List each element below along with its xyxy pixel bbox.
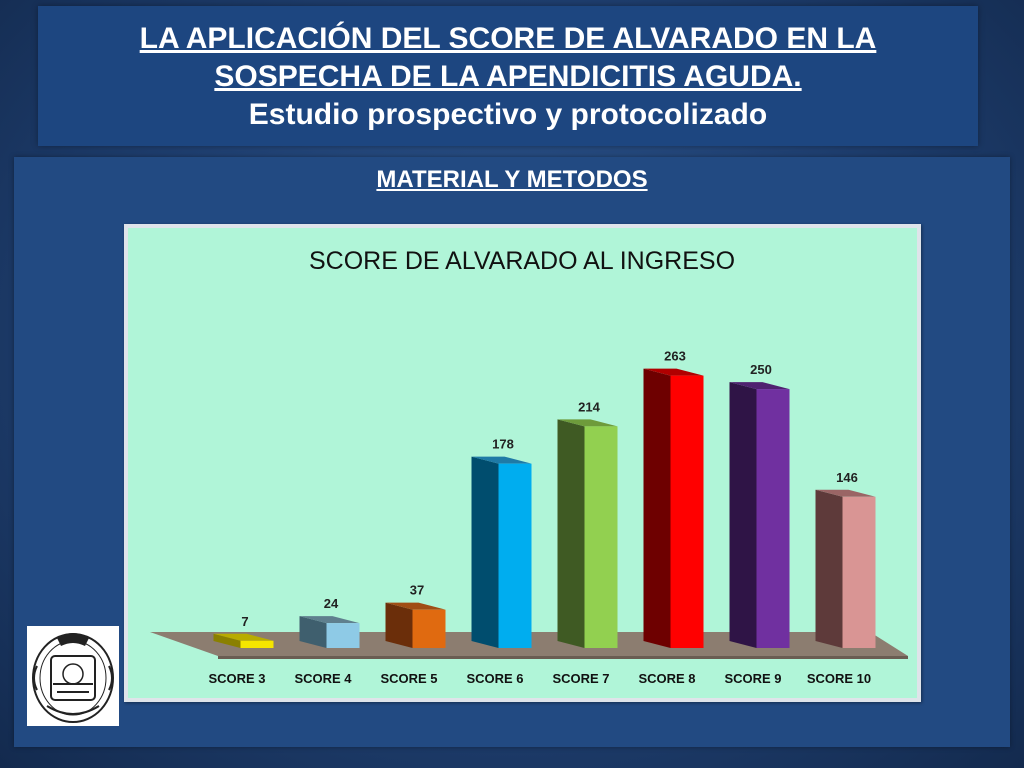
data-label: 146 (836, 470, 858, 485)
slide-header: LA APLICACIÓN DEL SCORE DE ALVARADO EN L… (38, 6, 978, 146)
data-label: 214 (578, 399, 600, 414)
bar-side (299, 616, 327, 648)
bar-side (385, 602, 413, 648)
bar-side (213, 633, 241, 648)
bar-chart: SCORE DE ALVARADO AL INGRESO 7 SCORE 3 24 SC… (150, 247, 908, 686)
data-label: 7 (241, 614, 248, 629)
chart-container: SCORE DE ALVARADO AL INGRESO 7 SCORE 3 24 SC… (124, 224, 921, 702)
x-tick-label: SCORE 6 (466, 671, 523, 686)
bar-top (213, 633, 274, 641)
x-tick-label: SCORE 8 (638, 671, 695, 686)
bar-score-4 (326, 623, 360, 648)
bar-score-9 (756, 389, 790, 648)
x-tick-label: SCORE 10 (807, 671, 871, 686)
bar-side (815, 489, 843, 648)
bar-top (385, 602, 446, 610)
x-tick-label: SCORE 5 (380, 671, 437, 686)
data-label: 178 (492, 437, 514, 452)
data-label: 250 (750, 362, 772, 377)
bar-side (471, 456, 499, 648)
bar-top (299, 616, 360, 624)
slide-title-line1: LA APLICACIÓN DEL SCORE DE ALVARADO EN L… (139, 22, 877, 55)
bar-score-8 (670, 375, 704, 648)
university-crest-logo (27, 626, 119, 726)
bar-top (643, 368, 704, 376)
data-label: 24 (324, 596, 339, 611)
chart-title: SCORE DE ALVARADO AL INGRESO (309, 247, 735, 275)
bar-top (471, 456, 532, 464)
x-tick-label: SCORE 7 (552, 671, 609, 686)
bar-side (729, 382, 757, 648)
bar-score-7 (584, 426, 618, 648)
bar-score-6 (498, 463, 532, 648)
chart-floor-edge (218, 656, 908, 659)
x-tick-label: SCORE 3 (208, 671, 265, 686)
crest-icon (32, 633, 114, 723)
section-title: MATERIAL Y METODOS (376, 166, 648, 193)
bar-score-3 (240, 640, 274, 648)
data-label: 37 (410, 583, 424, 598)
bar-top (815, 489, 876, 497)
slide-title-line2: SOSPECHA DE LA APENDICITIS AGUDA. (214, 60, 802, 93)
bar-score-5 (412, 609, 446, 648)
data-label: 263 (664, 349, 686, 364)
slide-subtitle: Estudio prospectivo y protocolizado (248, 98, 768, 131)
bar-score-10 (842, 496, 876, 648)
bar-side (557, 419, 585, 648)
bar-top (729, 382, 790, 390)
x-tick-label: SCORE 9 (724, 671, 781, 686)
bar-top (557, 419, 618, 427)
bar-side (643, 368, 671, 648)
x-tick-label: SCORE 4 (294, 671, 352, 686)
